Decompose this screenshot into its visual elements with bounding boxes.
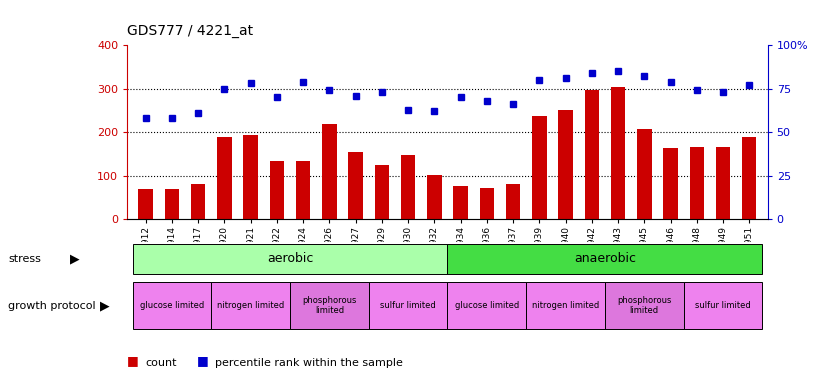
Bar — [296, 161, 310, 219]
Text: nitrogen limited: nitrogen limited — [217, 301, 284, 310]
Text: phosphorous
limited: phosphorous limited — [617, 296, 672, 315]
Bar — [690, 147, 704, 219]
Bar — [290, 282, 369, 329]
Bar — [132, 244, 447, 274]
Bar — [348, 152, 363, 219]
Text: sulfur limited: sulfur limited — [380, 301, 436, 310]
Bar — [401, 155, 415, 219]
Bar — [611, 87, 626, 219]
Bar — [369, 282, 447, 329]
Text: phosphorous
limited: phosphorous limited — [302, 296, 356, 315]
Bar — [526, 282, 605, 329]
Bar — [716, 147, 730, 219]
Bar — [322, 124, 337, 219]
Text: aerobic: aerobic — [267, 252, 313, 265]
Bar — [479, 188, 494, 219]
Bar — [453, 186, 468, 219]
Text: ■: ■ — [197, 354, 209, 368]
Text: GDS777 / 4221_at: GDS777 / 4221_at — [127, 24, 254, 38]
Bar — [269, 161, 284, 219]
Bar — [139, 189, 153, 219]
Text: ▶: ▶ — [70, 252, 80, 265]
Bar — [684, 282, 763, 329]
Bar — [427, 175, 442, 219]
Text: growth protocol: growth protocol — [8, 301, 96, 310]
Text: ▶: ▶ — [100, 299, 110, 312]
Bar — [191, 184, 205, 219]
Bar — [742, 136, 756, 219]
Text: glucose limited: glucose limited — [455, 301, 519, 310]
Bar — [558, 110, 573, 219]
Bar — [217, 136, 232, 219]
Bar — [532, 116, 547, 219]
Bar — [243, 135, 258, 219]
Bar — [663, 148, 678, 219]
Bar — [637, 129, 652, 219]
Bar — [132, 282, 211, 329]
Bar — [605, 282, 684, 329]
Bar — [447, 244, 763, 274]
Text: anaerobic: anaerobic — [574, 252, 636, 265]
Bar — [165, 189, 179, 219]
Bar — [211, 282, 290, 329]
Text: sulfur limited: sulfur limited — [695, 301, 751, 310]
Bar — [447, 282, 526, 329]
Text: glucose limited: glucose limited — [140, 301, 204, 310]
Bar — [585, 90, 599, 219]
Text: count: count — [145, 357, 177, 368]
Bar — [506, 184, 521, 219]
Text: stress: stress — [8, 254, 41, 264]
Text: nitrogen limited: nitrogen limited — [532, 301, 599, 310]
Text: percentile rank within the sample: percentile rank within the sample — [215, 357, 403, 368]
Bar — [374, 165, 389, 219]
Text: ■: ■ — [127, 354, 139, 368]
